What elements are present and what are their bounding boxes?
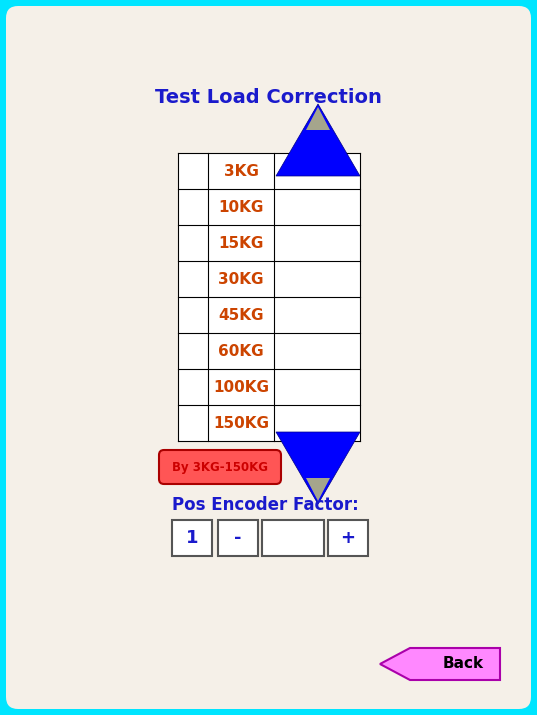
Text: 1: 1 (186, 529, 198, 547)
Polygon shape (276, 104, 360, 176)
Text: 15KG: 15KG (219, 235, 264, 250)
Text: 30KG: 30KG (218, 272, 264, 287)
FancyBboxPatch shape (6, 6, 531, 709)
Text: -: - (234, 529, 242, 547)
FancyBboxPatch shape (218, 520, 258, 556)
FancyBboxPatch shape (328, 520, 368, 556)
Text: +: + (340, 529, 355, 547)
FancyBboxPatch shape (172, 520, 212, 556)
Text: 100KG: 100KG (213, 380, 269, 395)
Polygon shape (306, 478, 330, 501)
Text: 3KG: 3KG (223, 164, 258, 179)
Text: 60KG: 60KG (218, 343, 264, 358)
FancyBboxPatch shape (262, 520, 324, 556)
Text: 45KG: 45KG (218, 307, 264, 322)
FancyBboxPatch shape (159, 450, 281, 484)
Text: Back: Back (442, 656, 483, 671)
Text: 150KG: 150KG (213, 415, 269, 430)
Text: 10KG: 10KG (219, 199, 264, 214)
Polygon shape (306, 107, 330, 130)
Polygon shape (276, 432, 360, 504)
Text: By 3KG-150KG: By 3KG-150KG (172, 460, 268, 473)
Text: Test Load Correction: Test Load Correction (155, 87, 382, 107)
FancyBboxPatch shape (178, 153, 360, 441)
Polygon shape (380, 648, 500, 680)
Text: Pos Encoder Factor:: Pos Encoder Factor: (172, 496, 358, 514)
